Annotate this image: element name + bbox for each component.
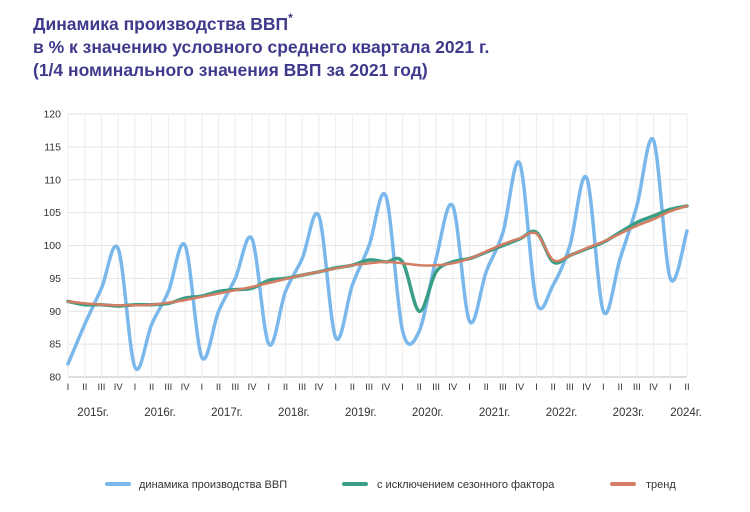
x-tick-quarter: II: [283, 382, 288, 393]
x-tick-quarter: I: [67, 382, 70, 393]
y-tick-label: 85: [49, 339, 61, 351]
x-tick-quarter: III: [231, 382, 239, 393]
x-tick-quarter: IV: [448, 382, 458, 393]
x-tick-quarter: IV: [381, 382, 391, 393]
x-year-label: 2024г.: [670, 407, 702, 419]
x-tick-quarter: IV: [248, 382, 258, 393]
x-axis: I II III IV I II III IV I II III IV I II III IV I II III IV…: [67, 382, 702, 419]
x-year-label: 2022г.: [546, 407, 578, 419]
x-tick-quarter: IV: [515, 382, 525, 393]
footnote-mark: *: [288, 11, 293, 25]
y-tick-label: 100: [43, 240, 61, 252]
x-tick-quarter: I: [535, 382, 538, 393]
grid: [67, 113, 688, 378]
x-tick-quarter: III: [499, 382, 507, 393]
x-tick-quarter: III: [365, 382, 373, 393]
x-tick-quarter: III: [164, 382, 172, 393]
x-tick-quarter: I: [201, 382, 204, 393]
y-axis: 80 85 90 95 100 105 110 115 120: [43, 109, 61, 384]
x-tick-quarter: III: [432, 382, 440, 393]
title-line-1: Динамика производства ВВП*: [33, 11, 293, 34]
legend-label: с исключением сезонного фактора: [377, 479, 555, 491]
x-tick-quarter: II: [684, 382, 689, 393]
x-tick-quarter: II: [551, 382, 556, 393]
x-tick-quarter: III: [566, 382, 574, 393]
y-tick-label: 95: [49, 273, 61, 285]
x-year-label: 2016г.: [144, 407, 176, 419]
y-tick-label: 115: [44, 141, 61, 153]
x-tick-quarter: II: [484, 382, 489, 393]
x-tick-quarter: I: [401, 382, 404, 393]
x-tick-quarter: III: [97, 382, 105, 393]
x-year-label: 2017г.: [211, 407, 243, 419]
y-tick-label: 90: [49, 306, 61, 318]
x-tick-quarter: IV: [181, 382, 191, 393]
x-tick-quarter: II: [82, 382, 87, 393]
legend-label: динамика производства ВВП: [139, 479, 287, 491]
x-tick-quarter: II: [417, 382, 422, 393]
x-tick-quarter: I: [602, 382, 605, 393]
x-tick-quarter: IV: [649, 382, 659, 393]
x-year-label: 2023г.: [613, 407, 645, 419]
x-year-label: 2018г.: [278, 407, 310, 419]
x-tick-quarter: III: [633, 382, 641, 393]
x-year-label: 2020г.: [412, 407, 444, 419]
x-tick-quarter: II: [216, 382, 221, 393]
x-tick-quarter: III: [298, 382, 306, 393]
y-tick-label: 105: [43, 207, 61, 219]
y-tick-label: 80: [49, 372, 61, 384]
title-line-3: (1/4 номинального значения ВВП за 2021 г…: [33, 59, 428, 80]
x-tick-quarter: I: [468, 382, 471, 393]
x-tick-quarter: II: [617, 382, 622, 393]
series-gdp-line: [66, 136, 689, 372]
series-trend-line: [66, 204, 689, 307]
x-tick-quarter: I: [334, 382, 337, 393]
x-year-label: 2015г.: [77, 407, 109, 419]
y-tick-label: 110: [44, 174, 61, 186]
legend-label: тренд: [646, 479, 676, 491]
x-year-label: 2021г.: [479, 407, 511, 419]
title-line-2: в % к значению условного среднего кварта…: [33, 36, 490, 57]
y-tick-label: 120: [43, 109, 61, 121]
x-tick-quarter: I: [134, 382, 137, 393]
x-year-label: 2019г.: [345, 407, 377, 419]
x-tick-quarter: IV: [114, 382, 124, 393]
legend: динамика производства ВВП с исключением с…: [105, 479, 676, 491]
chart-title: Динамика производства ВВП* в % к значени…: [33, 8, 733, 82]
x-tick-quarter: II: [350, 382, 355, 393]
series-lines: [66, 136, 689, 372]
x-tick-quarter: IV: [314, 382, 324, 393]
x-tick-quarter: I: [267, 382, 270, 393]
x-tick-quarter: I: [669, 382, 672, 393]
x-tick-quarter: IV: [582, 382, 592, 393]
x-tick-quarter: II: [149, 382, 154, 393]
